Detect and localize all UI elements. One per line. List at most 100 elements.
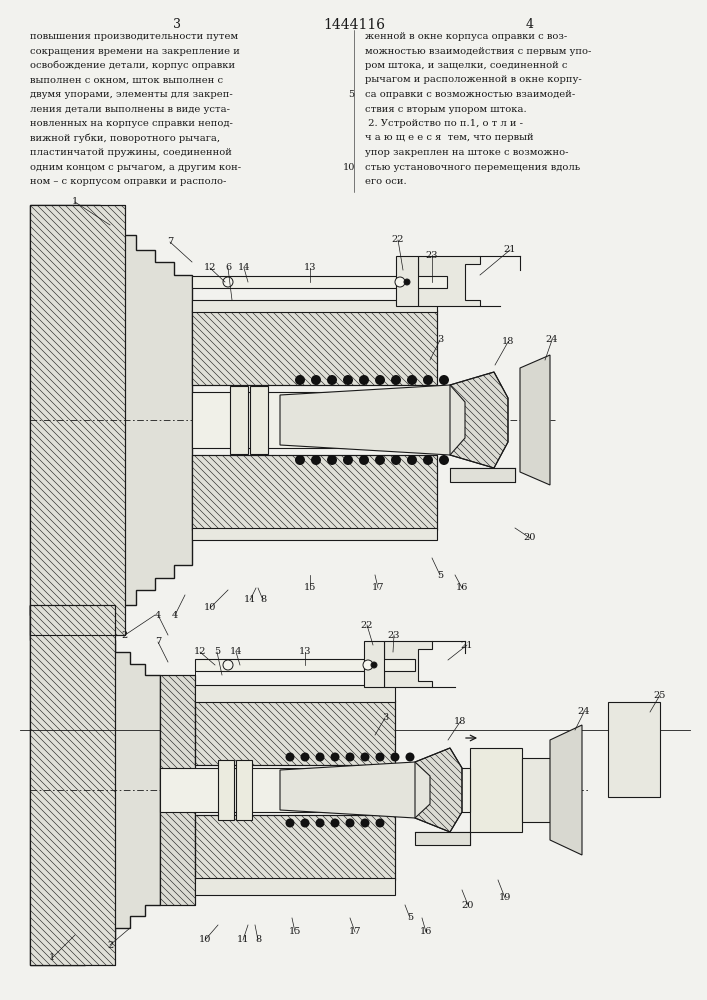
Circle shape <box>371 662 377 668</box>
Text: 21: 21 <box>461 641 473 650</box>
Polygon shape <box>384 641 432 687</box>
Polygon shape <box>30 605 160 965</box>
Circle shape <box>315 752 325 762</box>
Bar <box>195 815 395 880</box>
Text: 11: 11 <box>237 936 250 944</box>
Circle shape <box>330 818 339 828</box>
Bar <box>195 700 395 765</box>
Circle shape <box>391 375 401 385</box>
Circle shape <box>361 752 370 762</box>
Text: 20: 20 <box>462 900 474 910</box>
Circle shape <box>439 375 449 385</box>
Circle shape <box>423 375 433 385</box>
Circle shape <box>359 375 369 385</box>
Bar <box>364 641 384 687</box>
Bar <box>522 758 550 822</box>
Text: 23: 23 <box>387 631 400 640</box>
Bar <box>30 205 125 635</box>
Circle shape <box>343 455 353 465</box>
Text: 16: 16 <box>456 584 468 592</box>
Text: пластинчатой пружины, соединенной: пластинчатой пружины, соединенной <box>30 148 232 157</box>
Text: ном – с корпусом оправки и располо-: ном – с корпусом оправки и располо- <box>30 177 226 186</box>
Circle shape <box>346 818 354 828</box>
Bar <box>30 605 115 965</box>
Text: рычагом и расположенной в окне корпу-: рычагом и расположенной в окне корпу- <box>365 76 582 85</box>
Polygon shape <box>520 355 550 485</box>
Circle shape <box>346 752 354 762</box>
Text: 8: 8 <box>255 936 261 944</box>
Text: 14: 14 <box>230 648 243 656</box>
Circle shape <box>361 818 370 828</box>
Text: 2. Устройство по п.1, о т л и -: 2. Устройство по п.1, о т л и - <box>365 119 523 128</box>
Text: 3: 3 <box>437 336 443 344</box>
Circle shape <box>311 455 321 465</box>
Text: ления детали выполнены в виде уста-: ления детали выполнены в виде уста- <box>30 104 230 113</box>
Text: 17: 17 <box>372 584 384 592</box>
Text: 14: 14 <box>238 263 250 272</box>
Text: 16: 16 <box>420 928 432 936</box>
Polygon shape <box>415 748 462 832</box>
Text: можностью взаимодействия с первым упо-: можностью взаимодействия с первым упо- <box>365 46 591 55</box>
Text: 23: 23 <box>426 250 438 259</box>
Circle shape <box>363 660 373 670</box>
Text: 10: 10 <box>204 603 216 612</box>
Circle shape <box>407 455 417 465</box>
Bar <box>236 760 252 820</box>
Polygon shape <box>550 725 582 855</box>
Text: ром штока, и защелки, соединенной с: ром штока, и защелки, соединенной с <box>365 61 568 70</box>
Text: са оправки с возможностью взаимодей-: са оправки с возможностью взаимодей- <box>365 90 575 99</box>
Circle shape <box>439 455 449 465</box>
Text: 3: 3 <box>173 18 181 31</box>
Bar <box>192 455 437 530</box>
Text: 11: 11 <box>244 595 256 604</box>
Text: упор закреплен на штоке с возможно-: упор закреплен на штоке с возможно- <box>365 148 568 157</box>
Text: 7: 7 <box>155 638 161 647</box>
Text: новленных на корпусе справки непод-: новленных на корпусе справки непод- <box>30 119 233 128</box>
Text: 17: 17 <box>349 928 361 936</box>
Circle shape <box>395 277 405 287</box>
Text: Фиг.1: Фиг.1 <box>271 685 308 698</box>
Circle shape <box>375 752 385 762</box>
Circle shape <box>375 818 385 828</box>
Bar <box>192 276 447 288</box>
Circle shape <box>343 375 353 385</box>
Text: 20: 20 <box>524 534 536 542</box>
Bar <box>192 392 487 448</box>
Text: 18: 18 <box>454 718 466 726</box>
Text: выполнен с окном, шток выполнен с: выполнен с окном, шток выполнен с <box>30 76 223 85</box>
Circle shape <box>407 375 417 385</box>
Text: 24: 24 <box>546 336 559 344</box>
Circle shape <box>223 660 233 670</box>
Bar <box>192 310 437 385</box>
Text: ч а ю щ е е с я  тем, что первый: ч а ю щ е е с я тем, что первый <box>365 133 534 142</box>
Text: двумя упорами, элементы для закреп-: двумя упорами, элементы для закреп- <box>30 90 233 99</box>
Text: 2: 2 <box>122 631 128 640</box>
Circle shape <box>295 455 305 465</box>
Text: 13: 13 <box>299 648 311 656</box>
Bar <box>396 256 418 306</box>
Bar <box>195 685 395 702</box>
Circle shape <box>404 279 410 285</box>
Text: 12: 12 <box>204 263 216 272</box>
Circle shape <box>327 375 337 385</box>
Text: 15: 15 <box>289 928 301 936</box>
Circle shape <box>286 752 295 762</box>
Text: 5: 5 <box>407 914 413 922</box>
Text: 24: 24 <box>578 708 590 716</box>
Text: сокращения времени на закрепление и: сокращения времени на закрепление и <box>30 46 240 55</box>
Text: 10: 10 <box>343 162 355 172</box>
Circle shape <box>300 818 310 828</box>
Text: 8: 8 <box>260 595 266 604</box>
Polygon shape <box>450 372 508 468</box>
Text: ствия с вторым упором штока.: ствия с вторым упором штока. <box>365 104 527 113</box>
Bar <box>195 700 395 765</box>
Text: 15: 15 <box>304 584 316 592</box>
Circle shape <box>315 818 325 828</box>
Bar <box>30 605 115 965</box>
Text: 1: 1 <box>72 198 78 207</box>
Bar <box>415 832 470 845</box>
Text: 25: 25 <box>654 690 666 700</box>
Bar <box>160 675 195 905</box>
Text: 1444116: 1444116 <box>323 18 385 32</box>
Bar <box>192 310 437 385</box>
